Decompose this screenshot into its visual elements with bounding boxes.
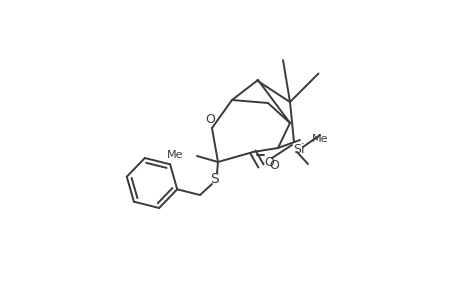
Text: Si: Si bbox=[293, 142, 304, 155]
Text: O: O bbox=[263, 155, 274, 169]
Text: O: O bbox=[269, 158, 278, 172]
Text: S: S bbox=[210, 172, 219, 186]
Text: O: O bbox=[205, 112, 214, 125]
Text: Me: Me bbox=[166, 150, 183, 160]
Text: Me: Me bbox=[311, 134, 328, 144]
